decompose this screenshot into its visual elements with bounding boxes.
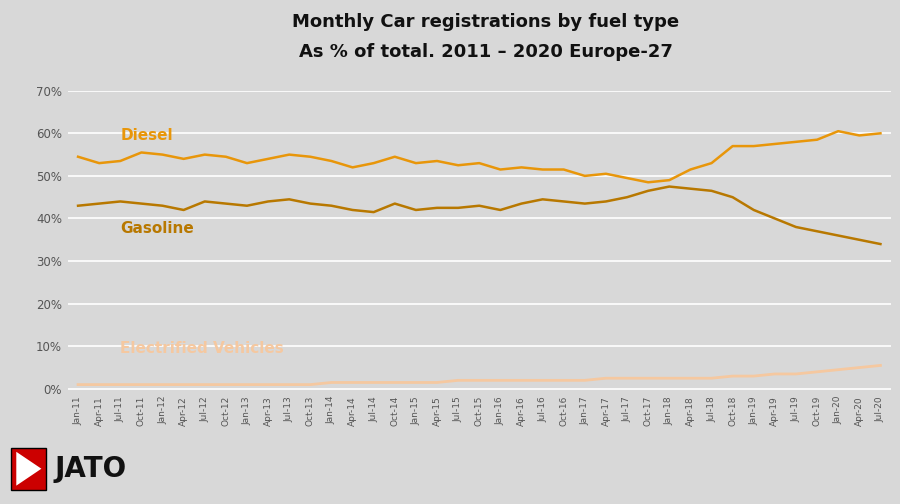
Text: Electrified Vehicles: Electrified Vehicles <box>121 341 284 356</box>
Text: Monthly Car registrations by fuel type: Monthly Car registrations by fuel type <box>292 13 680 31</box>
FancyBboxPatch shape <box>11 448 46 490</box>
Text: Gasoline: Gasoline <box>121 221 194 236</box>
Text: JATO: JATO <box>54 455 127 483</box>
Text: Diesel: Diesel <box>121 128 173 143</box>
Text: As % of total. 2011 – 2020 Europe-27: As % of total. 2011 – 2020 Europe-27 <box>299 43 673 61</box>
Polygon shape <box>16 452 41 486</box>
